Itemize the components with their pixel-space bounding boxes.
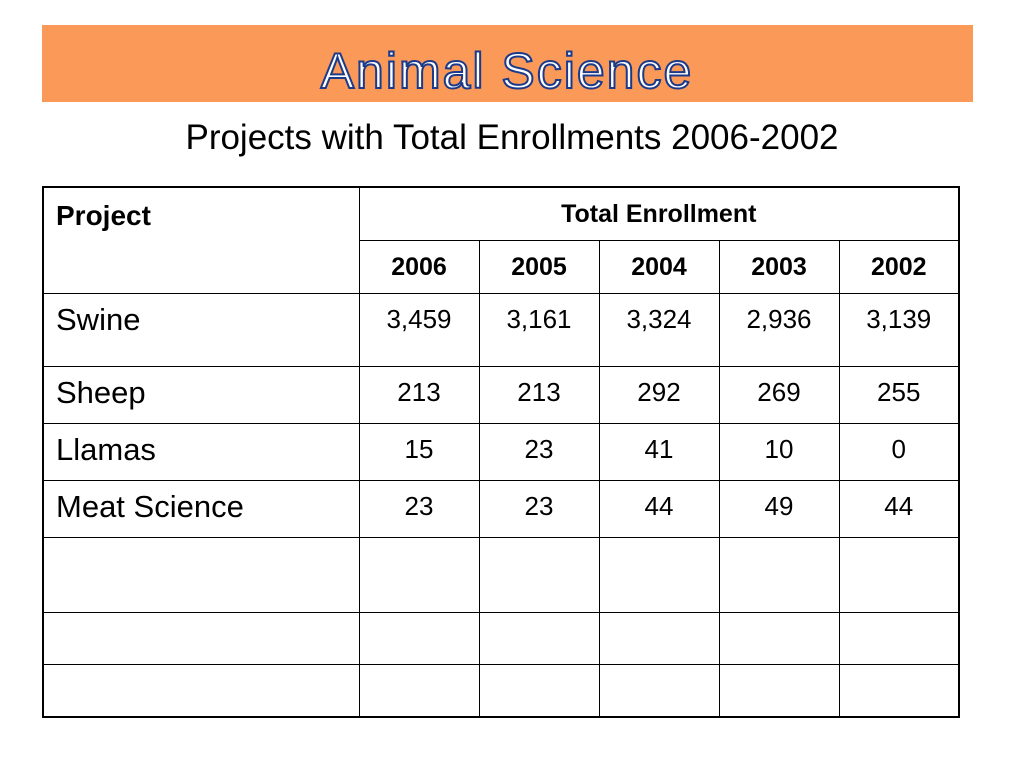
project-name: Sheep: [42, 366, 360, 424]
enrollment-value: 213: [478, 366, 600, 424]
enrollment-value: 255: [838, 366, 960, 424]
enrollment-value: 3,161: [478, 293, 600, 367]
enrollment-value: [358, 537, 480, 613]
enrollment-value: [358, 664, 480, 717]
year-header: 2006: [358, 240, 480, 294]
enrollment-value: [838, 537, 960, 613]
project-name: [42, 612, 360, 665]
enrollment-value: [598, 537, 720, 613]
enrollment-value: [838, 664, 960, 717]
enrollment-value: 15: [358, 423, 480, 481]
enrollment-value: 49: [718, 480, 840, 538]
empty-table-row: [42, 537, 960, 613]
empty-table-row: [42, 664, 960, 717]
enrollment-value: 10: [718, 423, 840, 481]
total-enrollment-header: Total Enrollment: [358, 186, 960, 241]
enrollment-value: 23: [358, 480, 480, 538]
project-name: [42, 664, 360, 717]
enrollment-value: 23: [478, 423, 600, 481]
enrollment-value: 0: [838, 423, 960, 481]
enrollment-value: [358, 612, 480, 665]
slide-subtitle: Projects with Total Enrollments 2006-200…: [185, 118, 839, 157]
enrollment-value: [598, 612, 720, 665]
enrollment-value: 23: [478, 480, 600, 538]
enrollment-value: 44: [598, 480, 720, 538]
enrollment-value: [478, 664, 600, 717]
enrollment-value: 2,936: [718, 293, 840, 367]
enrollment-value: [598, 664, 720, 717]
enrollment-value: [838, 612, 960, 665]
enrollment-value: [718, 612, 840, 665]
project-name: [42, 537, 360, 613]
enrollment-value: 3,459: [358, 293, 480, 367]
title-banner: Animal Science: [42, 25, 973, 102]
enrollment-value: 3,324: [598, 293, 720, 367]
page-title: Animal Science: [321, 43, 694, 99]
project-name: Swine: [42, 293, 360, 367]
enrollment-value: [718, 537, 840, 613]
empty-table-row: [42, 612, 960, 665]
enrollment-value: [478, 537, 600, 613]
table-row: Meat Science 23 23 44 49 44: [42, 480, 960, 538]
enrollment-value: 213: [358, 366, 480, 424]
table-row: Swine 3,459 3,161 3,324 2,936 3,139: [42, 293, 960, 367]
enrollment-table: Project Total Enrollment 2006 2005 2004 …: [42, 186, 960, 718]
year-header: 2005: [478, 240, 600, 294]
year-header: 2004: [598, 240, 720, 294]
title-wordart: Animal Science: [320, 42, 694, 100]
enrollment-value: 269: [718, 366, 840, 424]
enrollment-value: [478, 612, 600, 665]
year-header: 2002: [838, 240, 960, 294]
project-name: Llamas: [42, 423, 360, 481]
table-header-row: Project Total Enrollment: [42, 186, 960, 294]
enrollment-value: [718, 664, 840, 717]
enrollment-value: 3,139: [838, 293, 960, 367]
year-header: 2003: [718, 240, 840, 294]
enrollment-value: 292: [598, 366, 720, 424]
enrollment-value: 44: [838, 480, 960, 538]
table-row: Llamas 15 23 41 10 0: [42, 423, 960, 481]
project-name: Meat Science: [42, 480, 360, 538]
enrollment-value: 41: [598, 423, 720, 481]
table-row: Sheep 213 213 292 269 255: [42, 366, 960, 424]
project-column-header: Project: [42, 186, 360, 294]
